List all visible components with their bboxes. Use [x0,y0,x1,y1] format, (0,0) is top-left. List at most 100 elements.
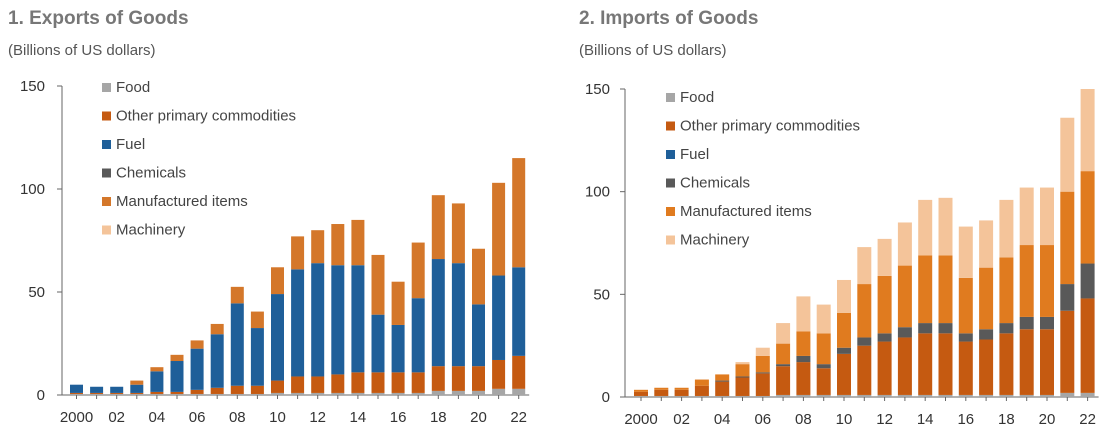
bar-segment [492,275,506,360]
bar-segment [110,386,124,393]
y-tick-label: 150 [585,81,610,98]
bar-segment [492,182,506,276]
bar-segment [715,395,730,397]
bar-segment [271,294,284,381]
bar-segment [979,220,994,268]
x-tick-label: 02 [108,409,125,426]
legend-label: Fuel [116,136,145,153]
bar-segment [999,323,1014,334]
x-tick-label: 12 [309,409,326,426]
bar-segment [816,368,831,395]
bar-segment [999,333,1014,395]
bar-segment [451,203,465,264]
bar-segment [391,372,405,393]
bar-segment [1019,187,1034,246]
x-tick-label: 20 [470,409,487,426]
bar-segment [1040,316,1054,330]
x-tick-label: 16 [957,411,974,428]
bar-segment [1040,329,1054,395]
bar-segment [291,236,305,270]
bar-segment [472,390,485,395]
bar-segment [918,323,933,334]
bar-segment [979,329,994,340]
bar-segment [918,199,933,256]
bar-segment [735,377,750,396]
bar-segment [512,267,526,356]
bar-segment [371,314,385,373]
bar-segment [411,298,425,373]
bar-segment [451,263,465,367]
legend-label: Fuel [680,146,709,163]
bar-segment [837,279,851,313]
bar-segment [130,392,144,394]
bar-segment [230,286,244,304]
bar-segment [796,355,811,363]
bar-segment [877,333,892,342]
chart-2-plot: 0 50 100 150 2000 02 04 06 08 10 12 14 16 18 20 22 Food O… [585,81,1099,428]
bar-segment [190,393,204,395]
bar-segment [938,255,953,324]
chart-1-subtitle: (Billions of US dollars) [8,42,156,59]
bar-segment [351,265,365,373]
bar-segment [634,389,648,392]
bar-segment [130,380,144,385]
x-tick-label: 08 [795,411,812,428]
bar-segment [938,197,953,256]
bar-segment [250,385,264,394]
bar-segment [431,390,445,395]
x-tick-label: 14 [350,409,367,426]
bar-segment [150,391,164,394]
bar-segment [979,267,994,330]
legend-label: Food [116,79,150,96]
bar-segment [796,331,811,356]
x-tick-label: 10 [269,409,286,426]
bar-segment [755,372,770,374]
bar-segment [1060,191,1075,285]
bar-segment [371,392,385,395]
bar-segment [837,312,851,348]
bar-segment [654,389,669,396]
bar-segment [331,224,345,266]
bar-segment [230,385,244,394]
bar-segment [776,366,791,395]
bar-segment [796,394,811,397]
legend-label: Chemicals [116,165,186,182]
bar-segment [472,304,485,367]
bar-segment [411,392,425,395]
bar-segment [674,389,689,396]
bar-segment [70,392,83,394]
bar-segment [1060,284,1075,311]
y-tick-label: 150 [20,78,45,95]
bar-segment [472,248,485,305]
legend-swatch [102,168,111,178]
bar-segment [170,393,184,395]
legend-swatch [666,207,675,216]
bar-segment [674,395,689,397]
bar-segment [776,394,791,397]
bar-segment [271,392,284,395]
chart-1-title: 1. Exports of Goods [8,8,189,29]
bar-segment [857,284,872,338]
bar-segment [776,364,791,367]
legend-label: Machinery [116,222,186,239]
bar-segment [70,384,83,393]
bar-segment [230,393,244,395]
bar-segment [210,387,224,394]
bar-segment [170,391,184,394]
x-tick-label: 18 [998,411,1015,428]
bar-segment [1040,187,1054,246]
bar-segment [958,394,973,397]
legend-swatch [666,178,675,188]
bar-segment [1060,310,1075,393]
bar-segment [755,355,770,373]
bar-segment [837,353,851,395]
bar-segment [291,376,305,393]
bar-segment [735,362,750,365]
legend-swatch [666,150,675,159]
bar-segment [311,263,325,377]
bar-segment [999,257,1014,324]
bar-segment [857,345,872,395]
bar-segment [837,347,851,354]
bar-segment [1080,171,1095,264]
